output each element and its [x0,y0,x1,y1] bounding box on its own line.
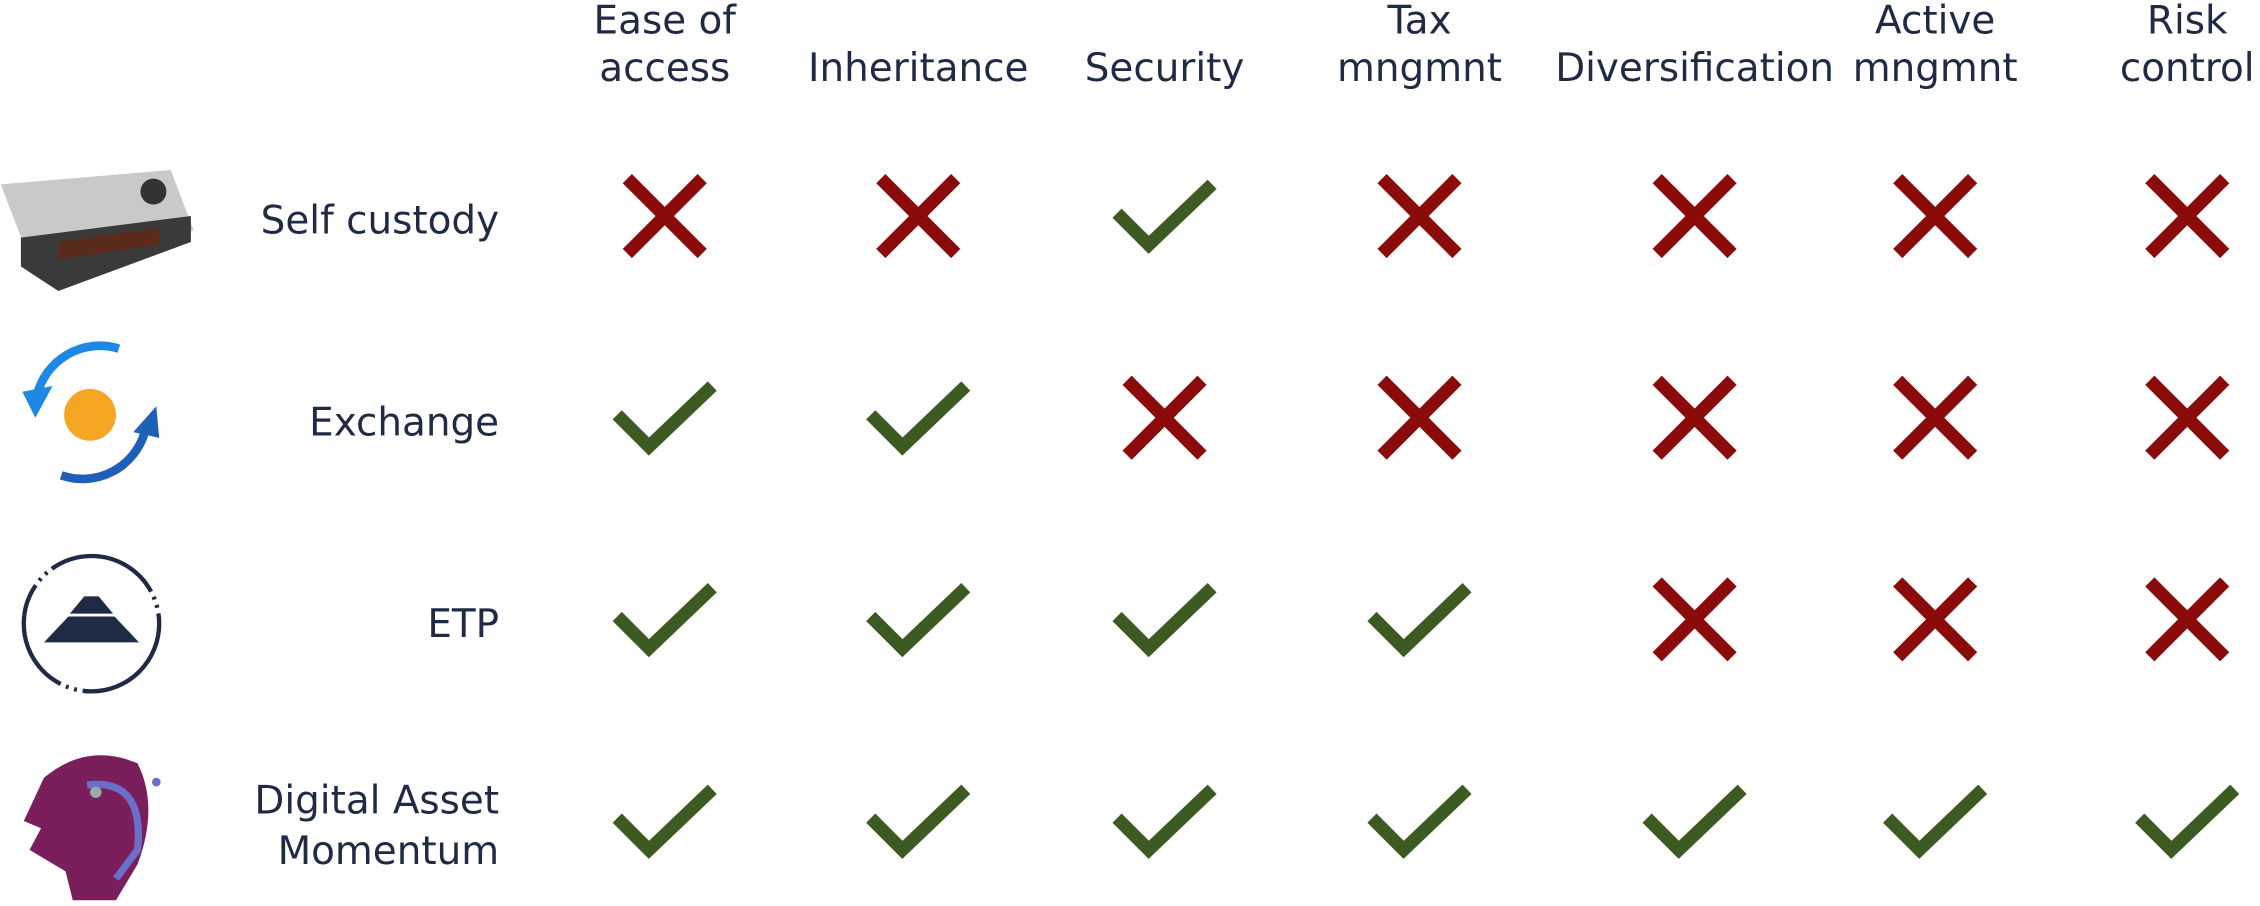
cross-mark [627,179,702,254]
comparison-table: Ease ofaccessInheritanceSecurityTaxmngmn… [0,0,2260,906]
check-mark [2140,789,2235,849]
cross-mark [1657,179,1732,254]
cross-mark [2150,582,2225,657]
exchange-icon [22,346,159,479]
check-mark [617,386,712,446]
check-mark [1117,184,1212,244]
cross-mark [1382,380,1457,455]
row-label: Self custody [261,199,499,244]
column-header: access [599,46,730,91]
check-mark [871,386,966,446]
cross-mark [1898,582,1973,657]
check-mark [617,789,712,849]
check-mark [871,789,966,849]
row-label: ETP [427,602,499,647]
column-header: Risk [2147,0,2228,44]
cross-mark [2150,380,2225,455]
cross-mark [1657,380,1732,455]
column-header: Active [1875,0,1995,44]
cross-mark [1898,179,1973,254]
check-mark [1647,789,1742,849]
cross-mark [2150,179,2225,254]
check-mark [1117,789,1212,849]
check-mark [617,588,712,648]
row-label: Exchange [309,400,499,445]
column-header: Diversification [1555,46,1834,91]
column-header: Security [1085,46,1245,91]
column-header: control [2120,46,2255,91]
column-header: mngmnt [1337,46,1502,91]
column-header: Tax [1386,0,1451,44]
check-mark [1117,588,1212,648]
etp-icon [24,556,159,691]
hardware-wallet-icon [1,170,194,291]
check-mark [1372,588,1467,648]
cross-mark [1127,380,1202,455]
column-header: Ease of [594,0,738,44]
column-header: mngmnt [1853,46,2018,91]
check-mark [871,588,966,648]
row-label: Momentum [278,829,500,874]
row-label: Digital Asset [254,779,499,824]
cross-mark [1657,582,1732,657]
brain-icon [24,755,161,900]
cross-mark [1382,179,1457,254]
cross-mark [881,179,956,254]
cross-mark [1898,380,1973,455]
check-mark [1888,789,1983,849]
column-header: Inheritance [808,46,1028,91]
check-mark [1372,789,1467,849]
